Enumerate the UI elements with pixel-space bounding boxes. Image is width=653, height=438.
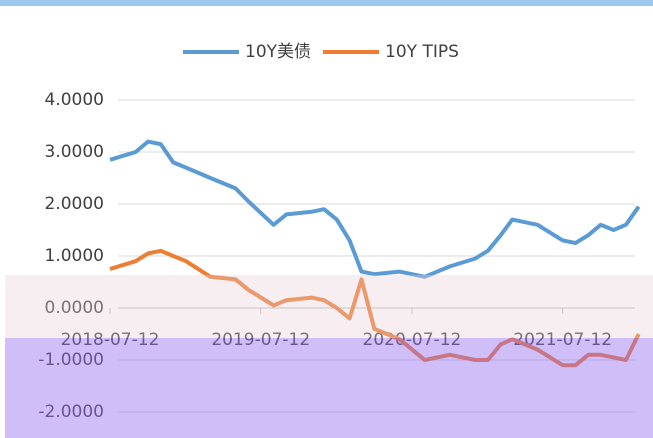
series-line xyxy=(109,139,641,279)
legend-label: 10Y美债 xyxy=(245,42,311,62)
y-tick-label: 0.0000 xyxy=(45,298,104,318)
y-tick-label: 4.0000 xyxy=(45,90,104,110)
plot: -2.0000 -1.0000 0.0000 1.0000 2.0000 3.0000 4.… xyxy=(38,42,641,422)
top-bar xyxy=(0,0,653,6)
y-tick-label: -2.0000 xyxy=(38,402,104,422)
x-tick-label: 2018-07-12 xyxy=(61,330,160,350)
x-tick-label: 2021-07-12 xyxy=(513,330,612,350)
series-line xyxy=(109,248,641,368)
overlay-band xyxy=(5,275,653,338)
overlay-panel xyxy=(5,338,653,438)
y-tick-label: -1.0000 xyxy=(38,350,104,370)
legend-label: 10Y TIPS xyxy=(385,42,459,62)
y-tick-label: 3.0000 xyxy=(45,142,104,162)
y-tick-label: 2.0000 xyxy=(45,194,104,214)
y-tick-label: 1.0000 xyxy=(45,246,104,266)
x-tick-label: 2019-07-12 xyxy=(211,330,310,350)
